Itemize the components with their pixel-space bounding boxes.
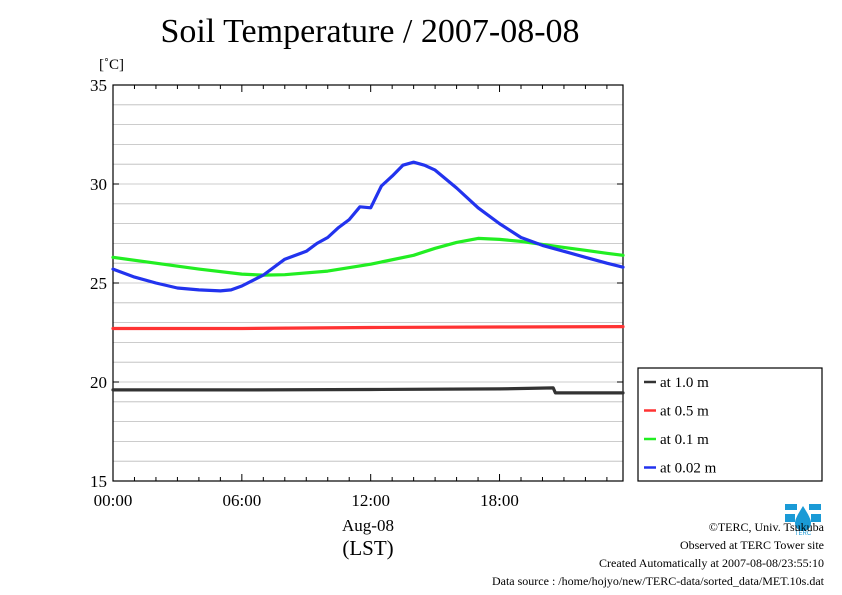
x-tick-label: 00:00 <box>94 491 133 510</box>
x-tick-label: 18:00 <box>480 491 519 510</box>
copyright-text: ©TERC, Univ. Tsukuba <box>708 520 824 534</box>
series-line <box>111 236 625 277</box>
series-line <box>111 386 625 395</box>
legend-label: at 0.5 m <box>660 404 709 420</box>
x-axis: 00:00 06:00 12:00 18:00 <box>94 85 608 510</box>
y-tick-label: 35 <box>90 76 107 95</box>
y-tick-label: 25 <box>90 274 107 293</box>
y-tick-label: 20 <box>90 373 107 392</box>
legend-label: at 0.02 m <box>660 461 717 477</box>
terc-logo: TERC <box>783 502 823 537</box>
site-text: Observed at TERC Tower site <box>679 538 824 552</box>
legend-label: at 0.1 m <box>660 432 709 448</box>
y-tick-label: 15 <box>90 472 107 491</box>
y-axis-unit: [˚C] <box>99 57 124 73</box>
y-tick-label: 30 <box>90 175 107 194</box>
chart-title: Soil Temperature / 2007-08-08 <box>160 13 580 50</box>
footer-credits: ©TERC, Univ. Tsukuba Observed at TERC To… <box>492 518 824 590</box>
legend: at 1.0 m at 0.5 m at 0.1 m at 0.02 m <box>644 375 717 477</box>
series-layer <box>111 160 625 395</box>
x-tick-label: 12:00 <box>351 491 390 510</box>
y-axis: 15 20 25 30 35 <box>90 76 623 491</box>
grid-lines <box>113 104 623 462</box>
x-tick-label: 06:00 <box>222 491 261 510</box>
data-source-text: Data source : /home/hojyo/new/TERC-data/… <box>491 574 824 588</box>
svg-text:TERC: TERC <box>795 531 812 536</box>
legend-box <box>637 367 823 482</box>
created-text: Created Automatically at 2007-08-08/23:5… <box>599 556 824 570</box>
x-axis-unit-label: (LST) <box>342 536 393 560</box>
legend-label: at 1.0 m <box>660 375 709 391</box>
series-line <box>111 160 625 293</box>
x-axis-date-label: Aug-08 <box>342 516 394 535</box>
series-line <box>111 325 625 331</box>
